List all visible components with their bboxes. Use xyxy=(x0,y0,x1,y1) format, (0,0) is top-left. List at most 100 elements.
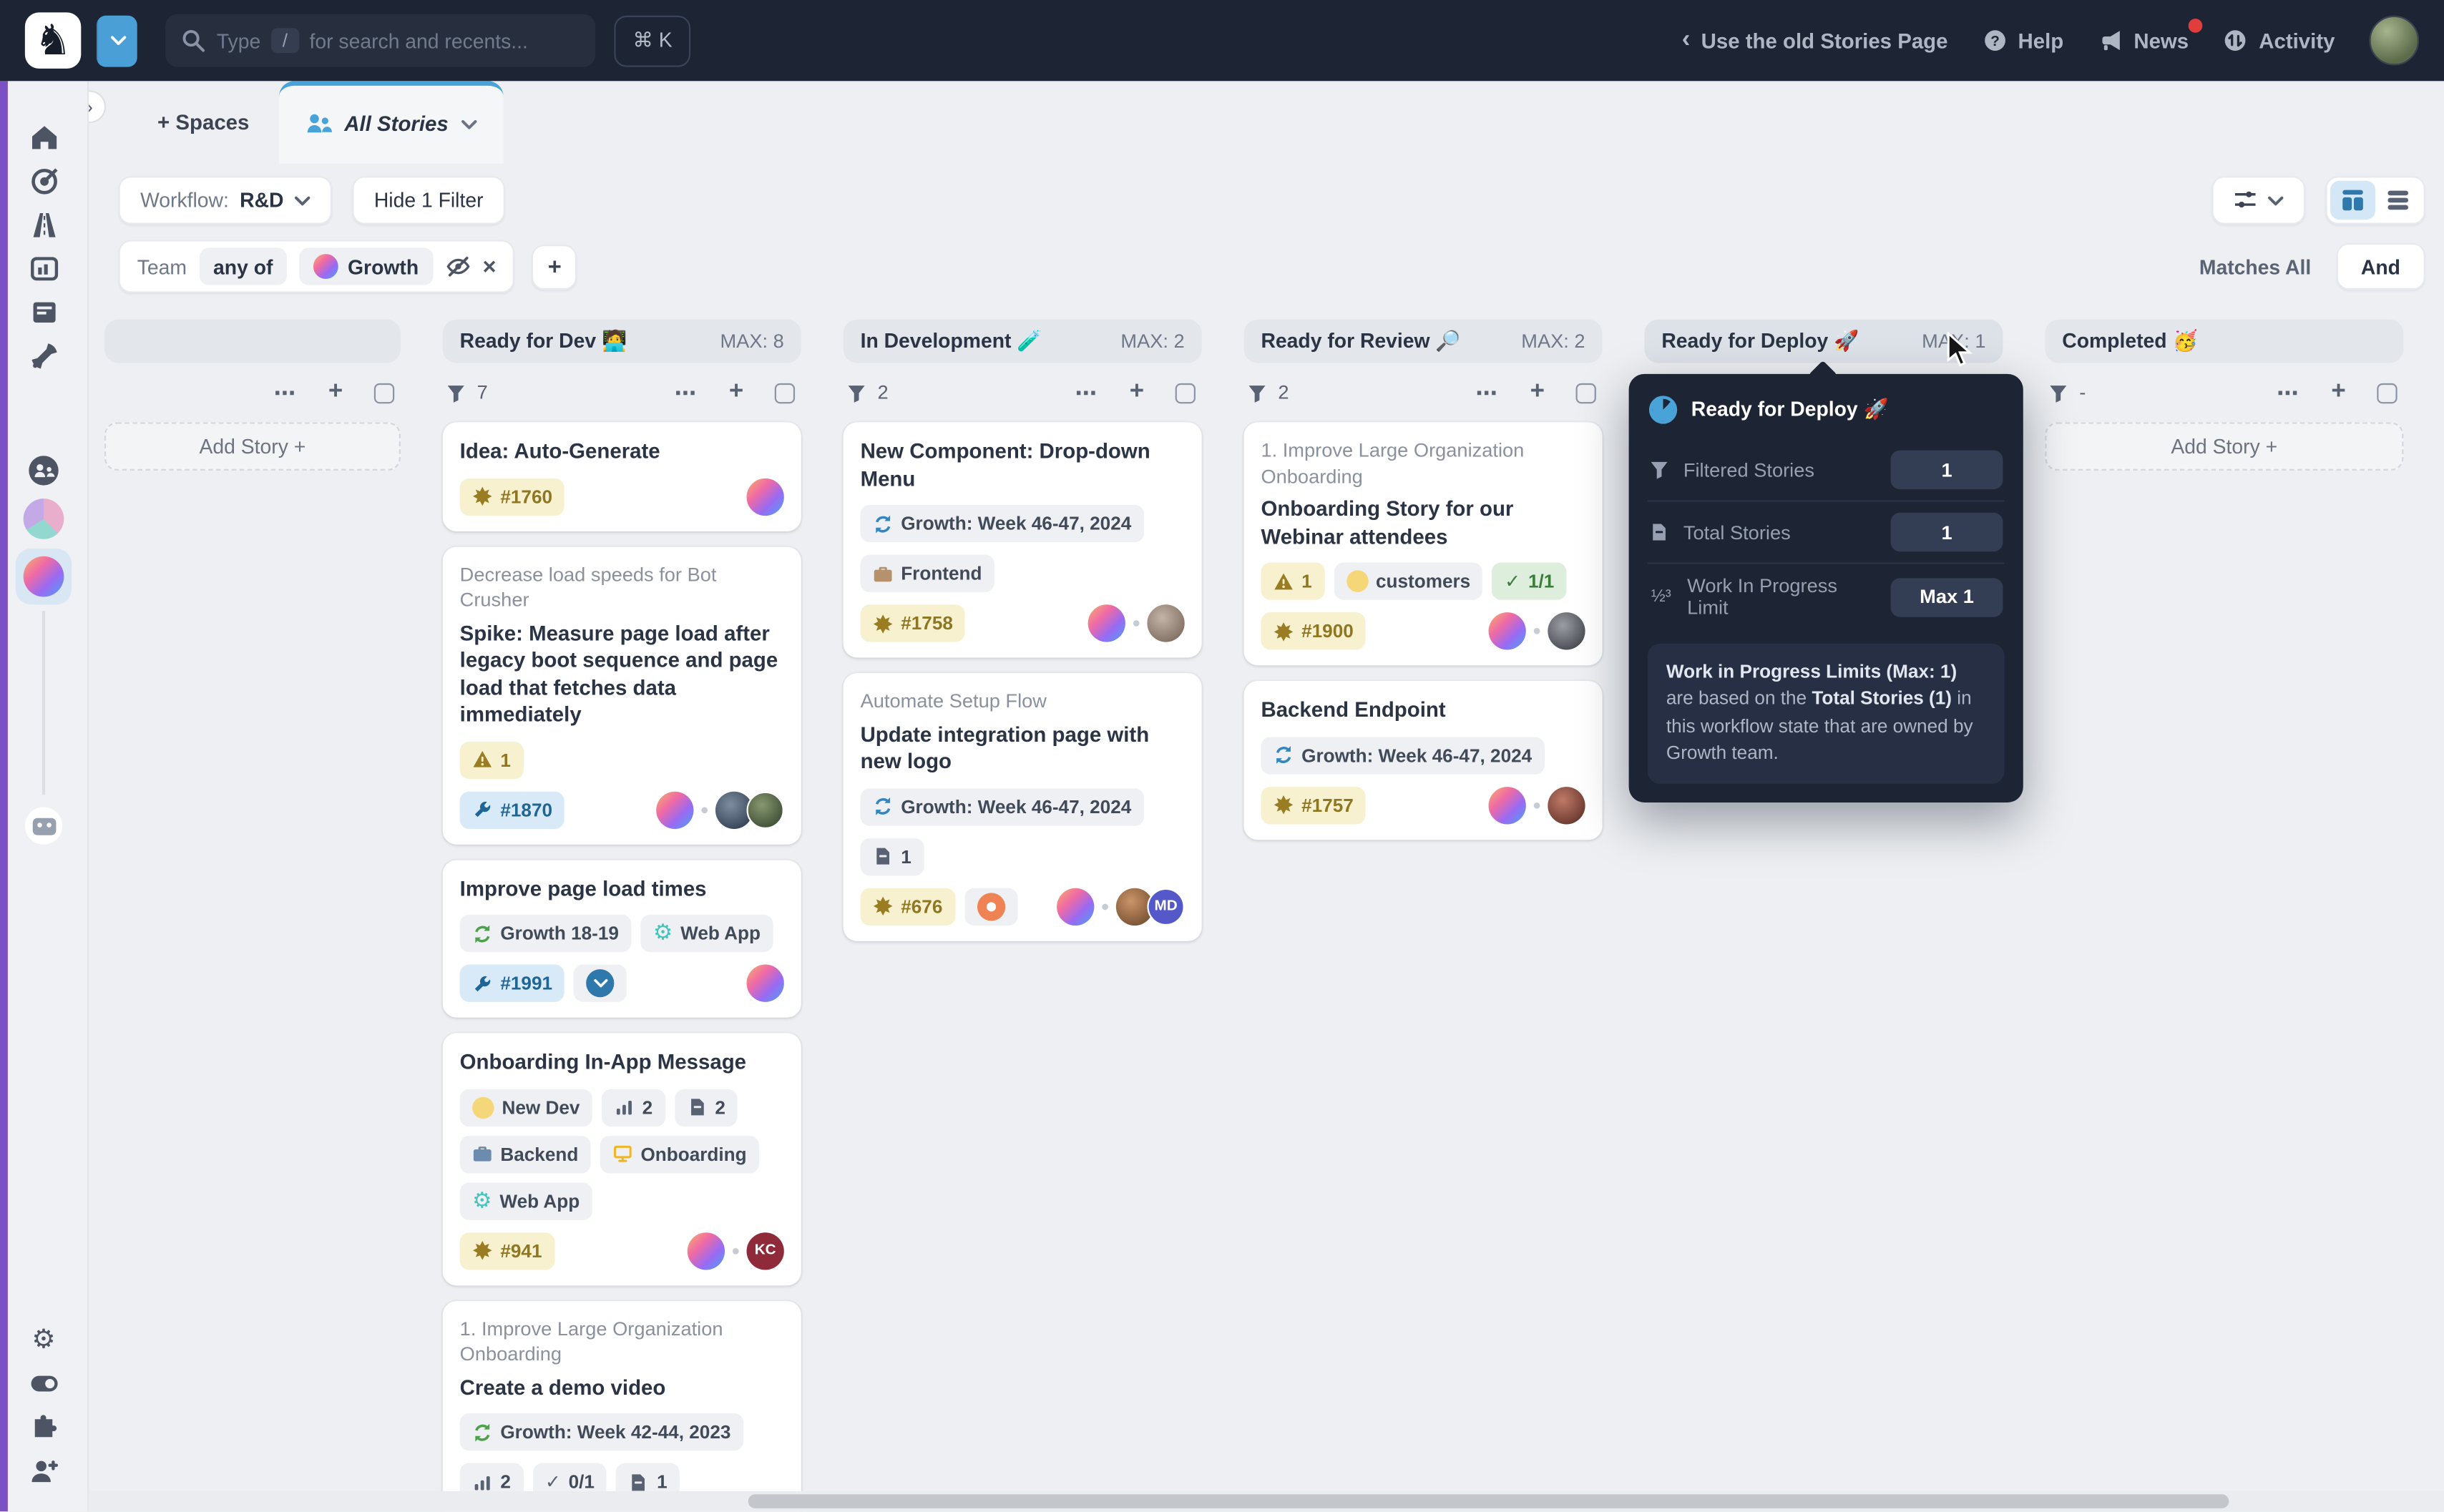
list-view-button[interactable] xyxy=(2375,181,2420,220)
team-growth-active[interactable] xyxy=(15,548,72,605)
avatar[interactable] xyxy=(746,477,784,516)
and-operator-button[interactable]: And xyxy=(2336,242,2425,290)
team-filter-value[interactable]: Growth xyxy=(299,247,433,285)
teams-icon[interactable] xyxy=(28,455,59,486)
story-card[interactable]: Decrease load speeds for Bot Crusher Spi… xyxy=(442,546,801,845)
label-chip[interactable]: ⚙ Web App xyxy=(640,915,773,953)
column-header[interactable]: Completed 🥳 xyxy=(2045,319,2404,363)
reports-icon[interactable] xyxy=(28,252,59,284)
column-header[interactable]: Ready for Review 🔎 MAX: 2 xyxy=(1243,319,1603,363)
add-filter-button[interactable]: + xyxy=(532,243,577,290)
avatar-initials[interactable]: KC xyxy=(746,1232,784,1270)
search-input[interactable]: Type / for search and recents... xyxy=(165,14,596,67)
story-card[interactable]: 1. Improve Large Organization Onboarding… xyxy=(1243,422,1603,666)
create-story-button[interactable]: Create Story xyxy=(97,14,137,67)
more-icon[interactable]: ⋯ xyxy=(1475,379,1500,405)
avatar[interactable] xyxy=(1548,612,1585,650)
workflow-select[interactable]: Workflow: R&D xyxy=(118,176,333,225)
home-icon[interactable] xyxy=(28,122,59,153)
team-filter[interactable]: Team any of Growth × xyxy=(118,240,515,293)
robot-bot-icon[interactable] xyxy=(24,807,63,845)
story-card[interactable]: 1. Improve Large Organization Onboarding… xyxy=(442,1300,801,1512)
feature-toggles-icon[interactable] xyxy=(28,1368,59,1400)
add-icon[interactable]: + xyxy=(728,378,744,406)
tab-all-stories[interactable]: All Stories xyxy=(278,81,504,162)
story-id-badge[interactable]: #1758 xyxy=(860,604,966,642)
story-card[interactable]: Backend Endpoint Growth: Week 46-47, 202… xyxy=(1243,681,1603,840)
hide-filter-button[interactable]: Hide 1 Filter xyxy=(352,176,506,225)
project-chip[interactable]: Frontend xyxy=(860,554,994,593)
add-story-button[interactable]: Add Story + xyxy=(104,422,401,471)
avatar[interactable] xyxy=(1147,604,1185,642)
story-card[interactable]: New Component: Drop-down Menu Growth: We… xyxy=(843,422,1202,658)
add-icon[interactable]: + xyxy=(1129,378,1145,406)
more-icon[interactable]: ⋯ xyxy=(1075,379,1099,405)
blocked-badge[interactable]: 1 xyxy=(459,741,524,779)
project-chip[interactable]: Backend xyxy=(459,1135,591,1174)
story-id-badge[interactable]: #1757 xyxy=(1261,786,1367,824)
horizontal-scrollbar-thumb[interactable] xyxy=(748,1494,2229,1508)
roadmap-icon[interactable] xyxy=(28,209,59,240)
news-button[interactable]: News xyxy=(2098,19,2203,53)
select-all-checkbox[interactable] xyxy=(1575,382,1596,403)
points-chip[interactable]: 2 xyxy=(601,1089,665,1126)
display-options-button[interactable] xyxy=(2211,176,2306,225)
tab-add-spaces[interactable]: + Spaces xyxy=(157,109,250,134)
create-story-caret[interactable] xyxy=(97,14,137,67)
command-k-shortcut[interactable]: ⌘ K xyxy=(614,14,691,67)
iteration-chip[interactable]: Growth: Week 46-47, 2024 xyxy=(860,787,1144,825)
eye-off-icon[interactable] xyxy=(445,254,470,279)
docs-icon[interactable] xyxy=(28,296,59,328)
invite-person-icon[interactable] xyxy=(28,1455,59,1487)
iteration-chip[interactable]: Growth: Week 42-44, 2023 xyxy=(459,1413,743,1452)
workspace-logo[interactable]: ♞ xyxy=(24,12,82,69)
avatar[interactable] xyxy=(715,791,753,829)
iteration-chip[interactable]: Growth 18-19 xyxy=(459,915,632,953)
select-all-checkbox[interactable] xyxy=(2377,382,2397,403)
iteration-chip[interactable]: Growth: Week 46-47, 2024 xyxy=(860,505,1144,543)
more-icon[interactable]: ⋯ xyxy=(674,379,698,405)
story-id-badge[interactable]: #1760 xyxy=(459,477,565,516)
activity-button[interactable]: Activity xyxy=(2223,28,2335,53)
story-id-badge[interactable]: #1991 xyxy=(459,965,565,1003)
blocked-badge[interactable]: 1 xyxy=(1261,562,1325,600)
select-all-checkbox[interactable] xyxy=(373,382,395,403)
add-icon[interactable]: + xyxy=(1530,378,1545,406)
avatar[interactable] xyxy=(687,1232,725,1270)
avatar[interactable] xyxy=(746,791,784,829)
team-filter-operator[interactable]: any of xyxy=(199,247,288,285)
kanban-view-button[interactable] xyxy=(2330,180,2376,220)
avatar-initials[interactable]: MD xyxy=(1147,888,1185,926)
avatar[interactable] xyxy=(1087,604,1125,642)
story-id-badge[interactable]: #1900 xyxy=(1261,612,1367,650)
remove-filter-button[interactable]: × xyxy=(482,253,497,280)
docs-chip[interactable]: 1 xyxy=(860,838,924,875)
iteration-chip[interactable]: Growth: Week 46-47, 2024 xyxy=(1261,736,1545,774)
story-id-badge[interactable]: #941 xyxy=(459,1232,554,1270)
story-card[interactable]: Improve page load times Growth 18-19 ⚙ W… xyxy=(442,859,801,1018)
add-icon[interactable]: + xyxy=(2331,378,2346,406)
avatar[interactable] xyxy=(746,965,784,1003)
label-chip[interactable]: ⚙ Web App xyxy=(459,1182,592,1220)
column-header-hovered[interactable]: Ready for Deploy 🚀 MAX: 1 xyxy=(1644,319,2003,363)
settings-gear-icon[interactable]: ⚙ xyxy=(31,1323,56,1355)
add-icon[interactable]: + xyxy=(328,378,343,406)
label-chip[interactable]: customers xyxy=(1334,562,1483,600)
column-header[interactable] xyxy=(104,319,401,363)
avatar[interactable] xyxy=(1057,888,1095,926)
label-chip[interactable]: Onboarding xyxy=(600,1135,760,1174)
story-id-badge[interactable]: #1870 xyxy=(459,791,565,829)
select-all-checkbox[interactable] xyxy=(774,382,796,403)
objectives-target-icon[interactable] xyxy=(28,165,59,197)
story-id-badge[interactable]: #676 xyxy=(860,888,955,926)
avatar[interactable] xyxy=(1488,786,1526,824)
integrations-puzzle-icon[interactable] xyxy=(28,1412,59,1443)
team-avatar-pie[interactable] xyxy=(23,499,64,539)
add-story-button[interactable]: Add Story + xyxy=(2045,422,2404,471)
spaceship-icon[interactable] xyxy=(28,340,59,371)
story-card[interactable]: Idea: Auto-Generate #1760 xyxy=(442,422,801,531)
avatar[interactable] xyxy=(1488,612,1526,650)
more-icon[interactable]: ⋯ xyxy=(273,379,298,405)
more-icon[interactable]: ⋯ xyxy=(2277,379,2300,405)
user-avatar[interactable] xyxy=(2369,15,2420,66)
